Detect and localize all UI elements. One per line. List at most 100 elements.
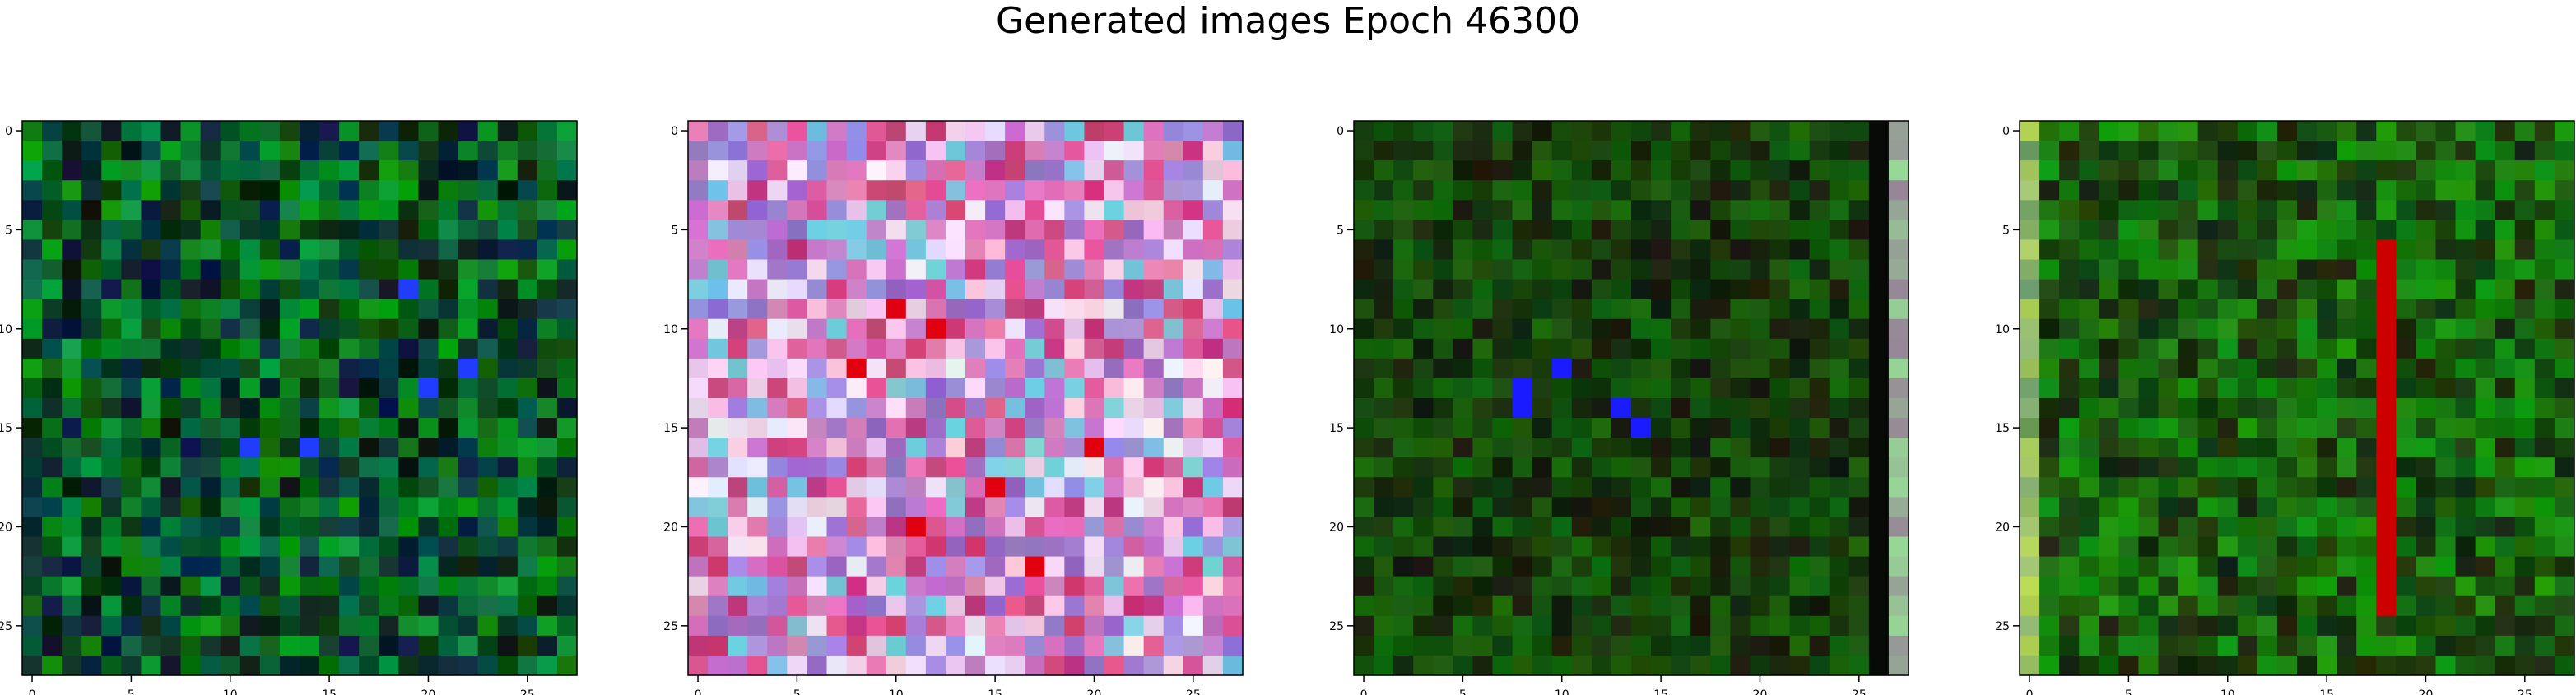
pixel-cell [438, 477, 459, 498]
pixel-cell [2079, 299, 2099, 320]
pixel-cell [2554, 536, 2575, 558]
pixel-cell [826, 259, 848, 280]
pixel-cell [1183, 615, 1204, 637]
pixel-cell [1750, 457, 1771, 478]
pixel-cell [62, 576, 82, 597]
y-tick-label: 10 [663, 323, 678, 336]
pixel-cell [1183, 398, 1204, 419]
pixel-cell [1591, 200, 1612, 220]
pixel-cell [826, 615, 848, 637]
pixel-cell [1532, 418, 1553, 438]
pixel-cell [1868, 141, 1890, 161]
pixel-cell [81, 556, 102, 577]
pixel-cell [1492, 655, 1514, 676]
pixel-cell [2337, 418, 2357, 438]
pixel-cell [985, 279, 1006, 300]
pixel-cell [826, 180, 848, 201]
y-tick-label: 15 [1329, 422, 1344, 435]
pixel-cell [1809, 477, 1830, 498]
pixel-cell [2475, 239, 2496, 261]
pixel-cell [2416, 239, 2437, 261]
pixel-cell [1104, 180, 1125, 201]
pixel-cell [2317, 160, 2337, 181]
pixel-cell [279, 576, 300, 597]
pixel-cell [22, 457, 43, 478]
pixel-cell [1571, 279, 1593, 300]
pixel-cell [458, 200, 479, 220]
pixel-cell [1671, 338, 1691, 359]
pixel-cell [2435, 160, 2457, 181]
pixel-cell [2534, 220, 2555, 241]
pixel-cell [1690, 259, 1711, 280]
pixel-cell [2217, 556, 2239, 577]
pixel-cell [2435, 556, 2457, 577]
pixel-cell [1163, 438, 1184, 458]
pixel-cell [945, 595, 966, 617]
pixel-cell [438, 141, 459, 161]
pixel-cell [925, 517, 946, 538]
pixel-cell [300, 438, 320, 458]
pixel-cell [200, 318, 221, 340]
x-tick-label: 10 [1555, 688, 1569, 695]
pixel-cell [2059, 378, 2080, 399]
pixel-cell [1888, 635, 1909, 656]
y-tick-label: 15 [1995, 422, 2010, 435]
pixel-cell [1512, 318, 1533, 340]
pixel-cell [2317, 378, 2337, 399]
pixel-cell [1868, 318, 1890, 340]
pixel-cell [279, 318, 300, 340]
pixel-cell [1143, 438, 1165, 458]
pixel-cell [2495, 595, 2516, 617]
pixel-cell [2237, 299, 2258, 320]
pixel-cell [398, 121, 420, 141]
pixel-cell [945, 299, 966, 320]
pixel-cell [886, 595, 907, 617]
pixel-cell [708, 438, 728, 458]
pixel-cell [2138, 655, 2160, 676]
pixel-cell [1492, 517, 1514, 538]
pixel-cell [279, 517, 300, 538]
pixel-cell [1202, 517, 1224, 538]
pixel-cell [807, 121, 828, 141]
pixel-cell [1690, 200, 1711, 220]
pixel-cell [846, 220, 867, 241]
pixel-cell [160, 299, 182, 320]
pixel-cell [1393, 595, 1414, 617]
pixel-cell [2059, 477, 2080, 498]
y-tick-label: 15 [0, 422, 12, 435]
pixel-cell [2495, 279, 2516, 300]
x-tick-label: 5 [128, 688, 135, 695]
pixel-cell [418, 655, 439, 676]
pixel-cell [42, 438, 63, 458]
pixel-cell [2237, 200, 2258, 220]
pixel-cell [517, 497, 538, 518]
pixel-cell [2039, 121, 2060, 141]
pixel-cell [1183, 141, 1204, 161]
pixel-cell [2138, 615, 2160, 637]
pixel-cell [1374, 160, 1394, 181]
pixel-cell [1492, 457, 1514, 478]
pixel-cell [180, 635, 202, 656]
pixel-cell [2118, 438, 2140, 458]
pixel-cell [418, 220, 439, 241]
pixel-cell [2376, 615, 2397, 637]
pixel-cell [458, 556, 479, 577]
pixel-cell [1730, 338, 1751, 359]
pixel-cell [2514, 536, 2536, 558]
pixel-cell [101, 318, 122, 340]
pixel-cell [1651, 576, 1672, 597]
pixel-cell [438, 200, 459, 220]
pixel-cell [1512, 576, 1533, 597]
pixel-cell [1848, 457, 1870, 478]
pixel-cell [2534, 576, 2555, 597]
pixel-cell [1690, 121, 1711, 141]
pixel-cell [1433, 655, 1453, 676]
pixel-cell [81, 338, 102, 359]
pixel-cell [2257, 338, 2278, 359]
pixel-cell [2356, 259, 2377, 280]
pixel-cell [945, 121, 966, 141]
pixel-cell [846, 418, 867, 438]
pixel-cell [2455, 259, 2476, 280]
pixel-cell [1044, 635, 1065, 656]
pixel-cell [2475, 556, 2496, 577]
